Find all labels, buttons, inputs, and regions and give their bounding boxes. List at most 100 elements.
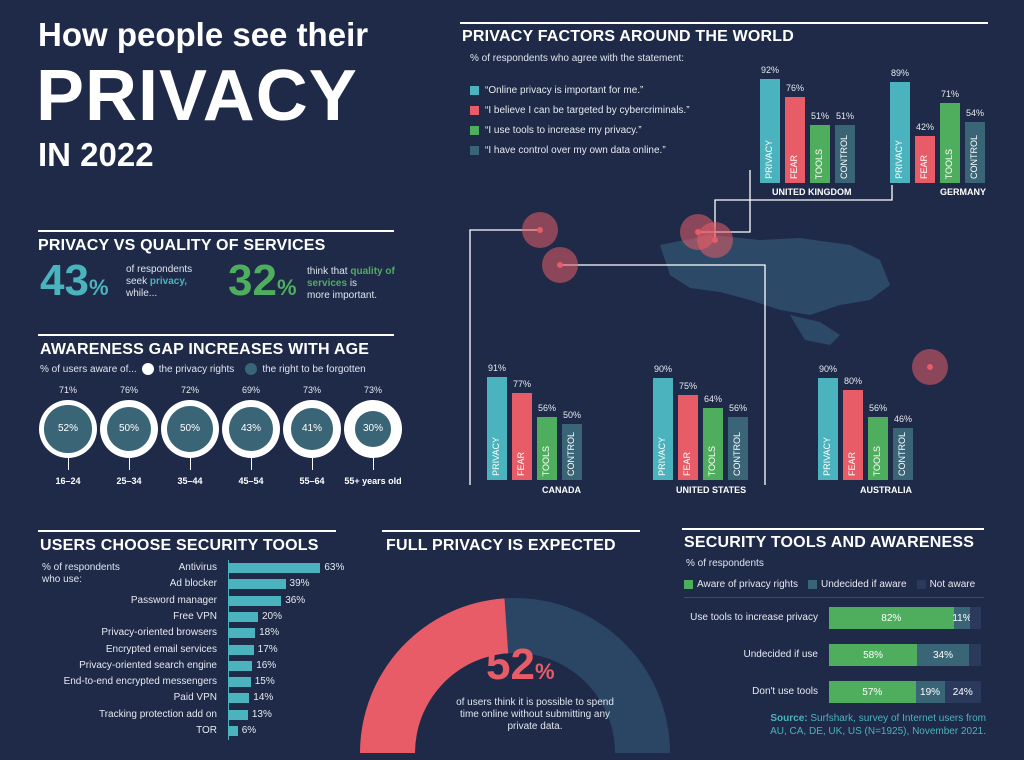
- tool-bar: [229, 660, 253, 671]
- bar-value-label: 90%: [818, 364, 837, 375]
- bar-category-label: FEAR: [516, 451, 526, 476]
- title-line3: IN 2022: [38, 136, 154, 173]
- full-privacy-gauge: [360, 598, 670, 753]
- pvq-right-text: think that quality of services is more i…: [307, 266, 395, 301]
- full-value: 52%: [486, 640, 555, 690]
- tool-bar: [229, 709, 248, 720]
- country-label: UNITED STATES: [676, 485, 747, 495]
- tools-axis: [228, 560, 229, 740]
- country-label: UNITED KINGDOM: [772, 187, 852, 197]
- country-bar: TOOLS: [868, 416, 888, 480]
- bar-category-label: FEAR: [682, 451, 692, 476]
- bar-value-label: 71%: [940, 88, 959, 99]
- tools-rule: [38, 530, 336, 532]
- country-bar: PRIVACY: [760, 79, 780, 183]
- gauge-remaining: [504, 598, 670, 753]
- age-label: 35–44: [177, 476, 203, 486]
- connector-us: [560, 264, 766, 485]
- country-bar: PRIVACY: [818, 378, 838, 480]
- bar-value-label: 50%: [562, 409, 581, 420]
- source-note: Source: Surfshark, survey of Internet us…: [770, 713, 986, 737]
- age-forgotten-circle: 50%: [167, 406, 213, 452]
- bar-value-label: 89%: [890, 68, 909, 79]
- tool-value: 14%: [253, 692, 274, 704]
- age-forgotten-circle: 30%: [355, 411, 391, 447]
- country-bar: CONTROL: [893, 428, 913, 480]
- bar-category-label: CONTROL: [732, 431, 742, 476]
- age-tick: [373, 458, 374, 470]
- legend-rights-dot: [141, 363, 154, 375]
- sec-segment: 57%: [829, 681, 916, 703]
- country-bar: FEAR: [843, 389, 863, 480]
- tool-value: 16%: [256, 659, 277, 671]
- sec-subtitle: % of respondents: [686, 558, 764, 569]
- world-rule: [460, 22, 988, 24]
- tool-label: End-to-end encrypted messengers: [63, 676, 217, 688]
- pvq-left-value: 43%: [40, 256, 109, 306]
- bar-value-label: 76%: [785, 83, 804, 94]
- pvq-left-highlight: privacy,: [149, 276, 187, 287]
- sec-segment: 19%: [915, 681, 945, 703]
- country-bar: TOOLS: [537, 416, 557, 480]
- bar-category-label: CONTROL: [839, 134, 849, 179]
- world-header: PRIVACY FACTORS AROUND THE WORLD: [462, 28, 795, 45]
- sec-legend: Aware of privacy rights Undecided if awar…: [684, 579, 975, 590]
- tools-subtitle: % of respondents who use:: [42, 562, 120, 585]
- legend-text: “I have control over my own data online.…: [485, 145, 666, 156]
- title-line1: How people see their: [38, 16, 369, 53]
- country-bar: FEAR: [512, 392, 532, 480]
- bar-category-label: FEAR: [919, 154, 929, 179]
- bar-category-label: FEAR: [847, 451, 857, 476]
- country-bar: PRIVACY: [653, 378, 673, 480]
- awareness-rule: [38, 334, 394, 336]
- age-tick: [68, 458, 69, 470]
- country-bar: CONTROL: [835, 125, 855, 183]
- bar-value-label: 90%: [653, 364, 672, 375]
- legend-text: “I use tools to increase my privacy.”: [485, 125, 642, 136]
- tool-value: 13%: [251, 708, 272, 720]
- tools-header: USERS CHOOSE SECURITY TOOLS: [40, 537, 319, 554]
- legend-swatch: [470, 86, 479, 95]
- sec-segment: 24%: [944, 681, 981, 703]
- connector-de: [714, 185, 893, 240]
- bar-category-label: PRIVACY: [657, 437, 667, 476]
- bar-category-label: TOOLS: [944, 148, 954, 179]
- sec-row-label: Don't use tools: [752, 686, 818, 697]
- pvq-left-line3: while...: [126, 288, 158, 299]
- bar-value-label: 92%: [760, 65, 779, 76]
- sec-legend-text: Aware of privacy rights: [697, 579, 798, 590]
- country-bar: TOOLS: [940, 102, 960, 183]
- country-label: CANADA: [542, 485, 581, 495]
- legend-swatch: [470, 146, 479, 155]
- map-landmass-2: [790, 315, 840, 345]
- sec-legend-swatch: [684, 580, 693, 589]
- country-bar: PRIVACY: [487, 377, 507, 480]
- tool-bar: [229, 726, 238, 736]
- bar-category-label: FEAR: [789, 154, 799, 179]
- country-label: GERMANY: [940, 187, 987, 197]
- bar-category-label: TOOLS: [814, 148, 824, 179]
- tool-value: 39%: [289, 578, 310, 590]
- tool-label: Privacy-oriented browsers: [101, 627, 217, 639]
- age-tick: [312, 458, 313, 470]
- bar-category-label: PRIVACY: [822, 437, 832, 476]
- world-legend-item: “I use tools to increase my privacy.”: [470, 125, 642, 136]
- age-tick: [251, 458, 252, 470]
- sec-legend-item: Undecided if aware: [807, 579, 907, 590]
- sec-row-label: Undecided if use: [743, 649, 819, 660]
- age-rights-label: 73%: [302, 385, 321, 395]
- sec-segment: [970, 607, 981, 629]
- legend-text: “Online privacy is important for me.”: [485, 85, 644, 96]
- legend-text: “I believe I can be targeted by cybercri…: [485, 105, 690, 116]
- pvq-left-number: 43: [40, 256, 89, 305]
- tool-label: Password manager: [130, 594, 217, 606]
- country-bar: CONTROL: [562, 423, 582, 480]
- age-rights-label: 71%: [58, 385, 77, 395]
- tool-label: Encrypted email services: [105, 643, 217, 655]
- country-bar: TOOLS: [703, 407, 723, 480]
- sec-legend-swatch: [807, 580, 817, 589]
- world-map: [469, 170, 948, 485]
- tool-label: Free VPN: [173, 610, 217, 622]
- bar-value-label: 56%: [728, 402, 747, 413]
- age-label: 55–64: [299, 476, 325, 486]
